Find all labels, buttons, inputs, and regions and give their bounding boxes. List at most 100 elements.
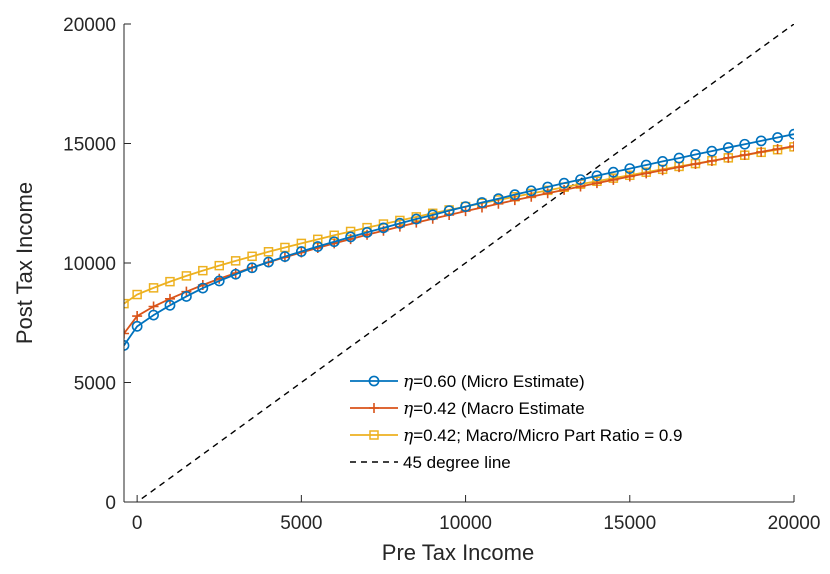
legend: η=0.60 (Micro Estimate) η=0.42 (Macro Est… — [350, 372, 682, 472]
data-point — [263, 247, 274, 257]
data-point — [443, 205, 455, 217]
data-point — [263, 256, 274, 268]
y-tick-label: 0 — [105, 493, 116, 514]
legend-label: η=0.60 (Micro Estimate) — [403, 372, 585, 392]
y-axis-label: Post Tax Income — [12, 182, 37, 344]
data-point — [624, 163, 636, 174]
data-point — [312, 241, 324, 252]
legend-item-1: η=0.60 (Micro Estimate) — [350, 372, 585, 392]
legend-marker — [368, 375, 380, 387]
data-point — [361, 227, 373, 238]
data-point — [706, 145, 718, 157]
data-point — [394, 217, 406, 229]
legend-label: η=0.42 (Macro Estimate — [403, 399, 585, 419]
data-point — [213, 275, 225, 287]
data-point — [542, 188, 553, 199]
data-point — [788, 128, 794, 140]
data-point — [230, 256, 241, 266]
x-tick-label: 0 — [132, 513, 143, 534]
y-tick-label: 10000 — [63, 254, 116, 275]
data-point — [279, 251, 291, 262]
data-point — [558, 177, 570, 189]
data-point — [181, 291, 192, 302]
data-point — [378, 222, 389, 234]
legend-item-3: η=0.42; Macro/Micro Part Ratio = 0.9 — [350, 426, 682, 446]
data-point — [559, 184, 570, 195]
data-point — [132, 289, 142, 300]
data-point — [345, 231, 357, 243]
data-point — [460, 201, 471, 212]
x-axis-label: Pre Tax Income — [382, 540, 534, 565]
data-point — [739, 138, 751, 150]
x-tick-label: 15000 — [603, 513, 656, 534]
y-tick-label: 5000 — [74, 374, 116, 395]
data-point — [591, 170, 603, 182]
data-point — [328, 236, 340, 248]
data-point — [673, 152, 685, 164]
legend-item-2: η=0.42 (Macro Estimate — [350, 399, 585, 419]
data-point — [132, 311, 143, 322]
data-point — [575, 181, 586, 192]
data-point — [148, 283, 159, 293]
data-point — [690, 159, 701, 170]
data-point — [214, 260, 224, 271]
data-point — [164, 293, 175, 304]
y-tick-label: 20000 — [63, 15, 116, 36]
data-point — [674, 162, 685, 173]
legend-item-4: 45 degree line — [350, 453, 511, 472]
data-point — [427, 209, 439, 221]
data-point — [706, 155, 717, 166]
data-point — [247, 251, 257, 262]
data-point — [525, 185, 537, 197]
data-point — [165, 276, 175, 287]
data-point — [657, 165, 668, 176]
data-point — [575, 174, 586, 185]
data-point — [197, 282, 209, 294]
data-point — [509, 189, 521, 201]
data-point — [756, 146, 767, 157]
data-point — [755, 135, 767, 147]
data-point — [181, 271, 192, 281]
data-point — [124, 328, 129, 339]
x-tick-label: 20000 — [768, 513, 821, 534]
x-tick-label: 5000 — [280, 513, 322, 534]
data-point — [772, 143, 783, 154]
data-point — [124, 298, 129, 309]
x-tick-label: 10000 — [439, 513, 492, 534]
data-point — [230, 268, 242, 280]
data-point — [657, 156, 669, 167]
data-point — [526, 191, 537, 202]
data-point — [295, 246, 307, 257]
legend-marker — [369, 403, 379, 413]
data-point — [476, 197, 488, 208]
data-point — [772, 132, 783, 143]
legend-marker — [369, 430, 379, 440]
data-point — [640, 159, 652, 171]
data-point — [607, 166, 619, 178]
data-point — [739, 149, 750, 160]
legend-label: 45 degree line — [403, 453, 511, 472]
legend-label: η=0.42; Macro/Micro Part Ratio = 0.9 — [403, 426, 682, 446]
ticks: 0 5000 10000 15000 20000 0 5000 10000 15000 20000 — [63, 15, 820, 534]
data-point — [148, 309, 159, 321]
data-point — [723, 152, 734, 163]
data-point — [164, 299, 176, 311]
series-line — [124, 133, 794, 346]
data-point — [198, 265, 208, 276]
data-point — [410, 213, 422, 225]
series-1 — [124, 128, 794, 351]
data-point — [246, 262, 258, 274]
series-layer — [124, 24, 794, 502]
series-2 — [124, 141, 794, 339]
data-point — [493, 193, 504, 205]
data-point — [131, 320, 143, 332]
data-point — [722, 142, 734, 153]
data-point — [345, 234, 356, 245]
data-point — [690, 149, 701, 160]
y-tick-label: 15000 — [63, 135, 116, 156]
plot-area — [124, 24, 794, 502]
data-point — [789, 141, 794, 152]
data-point — [509, 195, 520, 206]
